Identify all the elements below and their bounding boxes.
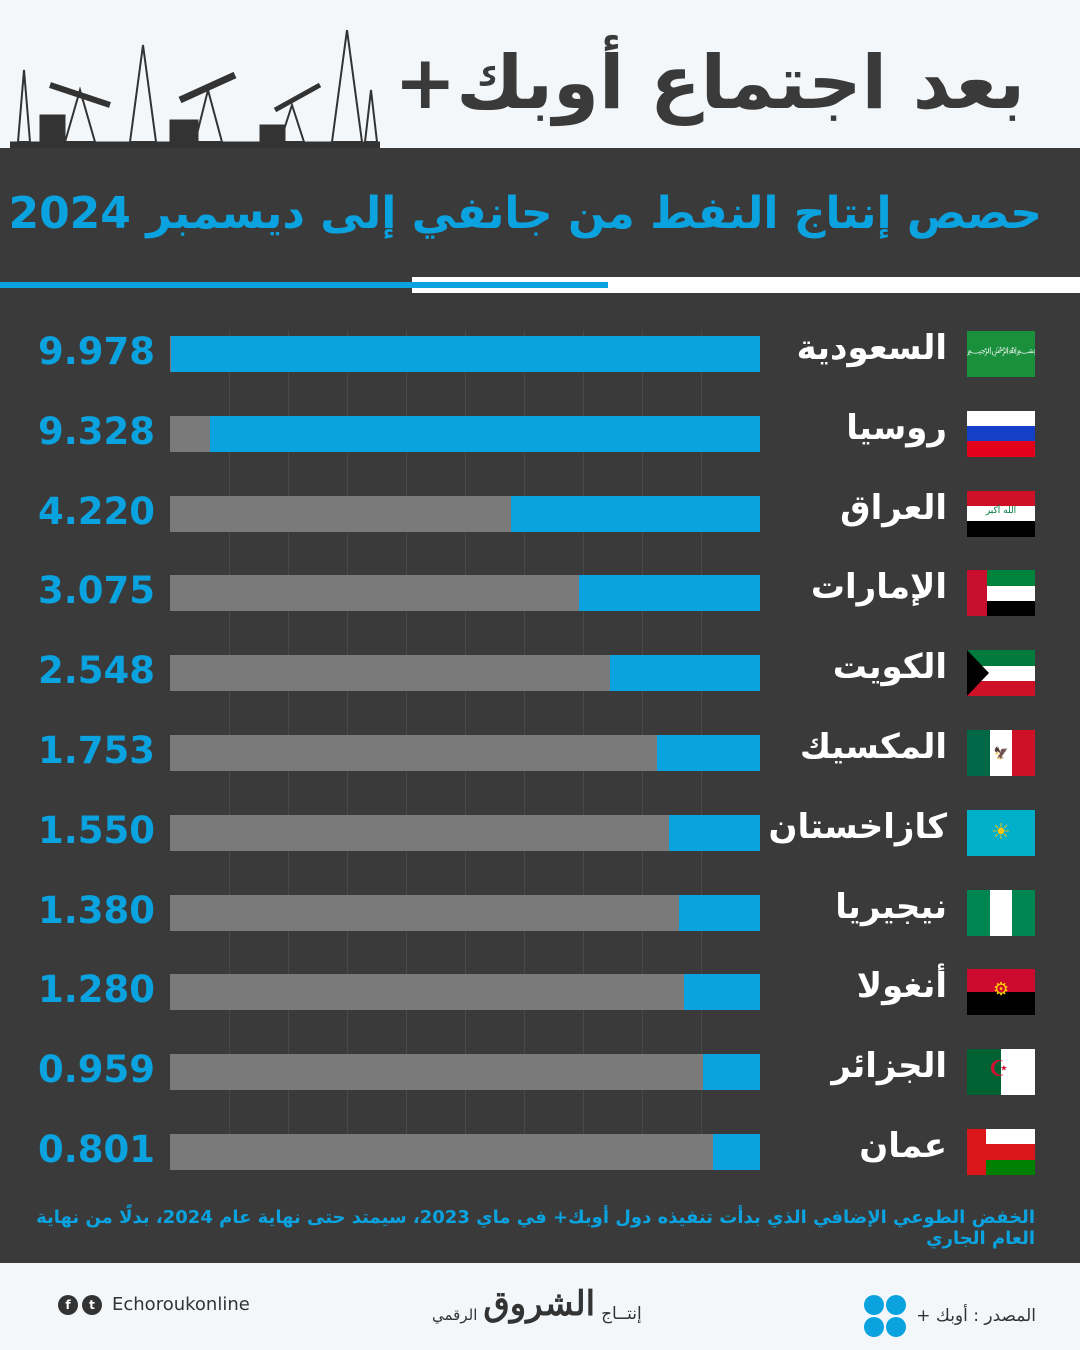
country-label: السعودية	[796, 328, 947, 368]
value-label: 4.220	[37, 489, 155, 533]
value-label: 9.328	[37, 409, 155, 453]
angola-flag-icon: ⚙	[967, 969, 1035, 1016]
bar-track	[170, 655, 760, 692]
bar-row: 1.280 أنغولا ⚙	[0, 966, 1080, 1016]
country-label: كازاخستان	[768, 806, 947, 847]
mexico-flag-icon: 🦅	[967, 730, 1035, 776]
bar	[678, 894, 760, 931]
bar	[209, 415, 760, 452]
bar-row: 0.801 عمان	[0, 1126, 1080, 1176]
twitter-icon: t	[82, 1294, 102, 1315]
iraq-flag-icon: الله أكبر	[967, 490, 1035, 537]
country-label: العراق	[840, 487, 947, 528]
bar	[511, 495, 760, 532]
source-label: المصدر : أوبك +	[916, 1306, 1036, 1326]
bar	[668, 814, 760, 851]
bar-row: 1.380 نيجيريا	[0, 887, 1080, 937]
bar	[609, 655, 760, 692]
value-label: 0.801	[37, 1128, 155, 1171]
bar-track	[170, 575, 760, 612]
brand-logo: إنتــاج الشروق الرقمي	[432, 1284, 642, 1324]
bar-track	[170, 495, 760, 532]
bar-row: 1.550 كازاخستان ☀	[0, 807, 1080, 857]
saudi-flag-icon: ﷽	[967, 331, 1035, 377]
source: المصدر : أوبك +	[864, 1295, 1036, 1337]
social-handle[interactable]: f t Echoroukonline	[58, 1294, 250, 1315]
value-label: 1.550	[37, 808, 155, 852]
country-label: الجزائر	[831, 1046, 947, 1087]
value-label: 2.548	[37, 649, 155, 693]
page-title: بعد اجتماع أوبك+	[394, 40, 1025, 126]
country-label: عمان	[859, 1126, 947, 1166]
value-label: 0.959	[37, 1048, 155, 1092]
oil-rigs-illustration	[10, 30, 380, 148]
country-label: روسيا	[846, 407, 947, 448]
bar-track	[170, 735, 760, 771]
bar-track	[170, 814, 760, 851]
footnote: الخفض الطوعي الإضافي الذي بدأت تنفيذه دو…	[36, 1207, 1035, 1249]
country-label: نيجيريا	[835, 886, 947, 927]
bar-track	[170, 1054, 760, 1091]
bar-track	[170, 1134, 760, 1170]
bar-row: 3.075 الإمارات	[0, 567, 1080, 617]
bar-row: 9.328 روسيا	[0, 408, 1080, 458]
kazakhstan-flag-icon: ☀	[967, 809, 1035, 856]
bar	[684, 974, 760, 1011]
bar-row: 4.220 العراق الله أكبر	[0, 488, 1080, 538]
opec-logo-icon	[864, 1295, 908, 1337]
country-label: الإمارات	[810, 567, 947, 608]
social-name: Echoroukonline	[112, 1294, 250, 1315]
country-label: الكويت	[832, 647, 947, 688]
uae-flag-icon	[967, 570, 1035, 617]
bar-row: 0.959 الجزائر ☪	[0, 1046, 1080, 1096]
divider-accent	[0, 282, 608, 288]
value-label: 1.380	[37, 888, 155, 932]
country-label: أنغولا	[856, 966, 947, 1007]
facebook-icon: f	[58, 1294, 78, 1315]
value-label: 1.753	[37, 729, 155, 772]
digital-label: الرقمي	[432, 1306, 478, 1324]
bar-row: 9.978 السعودية ﷽	[0, 328, 1080, 378]
bar	[578, 575, 760, 612]
value-label: 3.075	[37, 569, 155, 613]
russia-flag-icon	[967, 410, 1035, 457]
bar	[712, 1134, 760, 1170]
chart-title: حصص إنتاج النفط من جانفي إلى ديسمبر 2024	[8, 188, 1042, 239]
bar-row: 2.548 الكويت	[0, 647, 1080, 697]
country-label: المكسيك	[799, 727, 947, 767]
brand-name: الشروق	[483, 1284, 596, 1324]
bar-track	[170, 974, 760, 1011]
bar-row: 1.753 المكسيك 🦅	[0, 727, 1080, 777]
bar	[171, 336, 760, 372]
nigeria-flag-icon	[967, 889, 1035, 936]
algeria-flag-icon: ☪	[967, 1049, 1035, 1096]
bar-track	[170, 415, 760, 452]
bar-track	[170, 894, 760, 931]
oman-flag-icon	[967, 1129, 1035, 1175]
divider	[412, 277, 1080, 293]
value-label: 9.978	[37, 330, 155, 373]
bar	[656, 735, 760, 771]
kuwait-flag-icon	[967, 650, 1035, 697]
header-area: بعد اجتماع أوبك+	[0, 0, 1080, 148]
value-label: 1.280	[37, 968, 155, 1012]
production-label: إنتــاج	[601, 1304, 642, 1324]
bar	[703, 1054, 760, 1091]
bar-track	[170, 336, 760, 372]
